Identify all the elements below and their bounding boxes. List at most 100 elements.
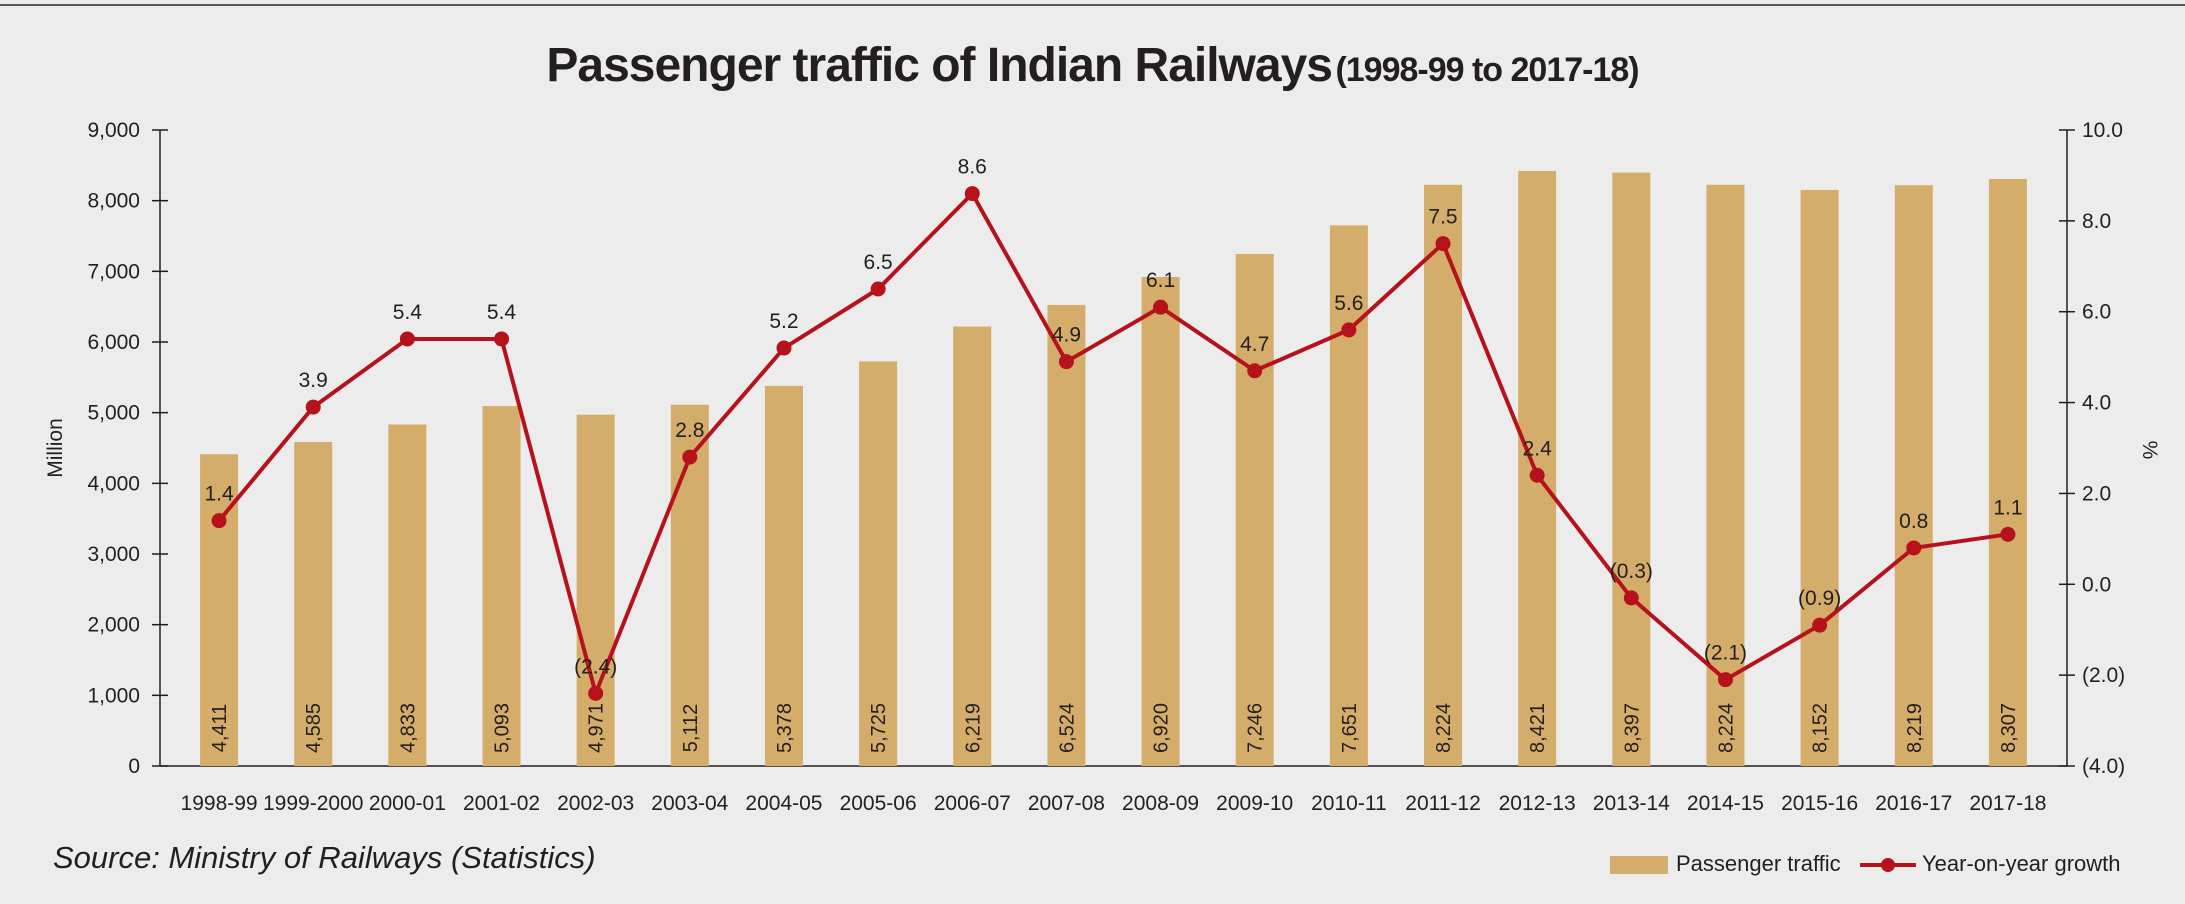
y-left-tick-label: 3,000 [87,543,140,566]
growth-point [682,449,698,465]
x-tick-label: 2008-09 [1122,792,1199,815]
growth-point [1812,617,1828,633]
bar [859,361,898,766]
growth-value-label: 1.4 [204,483,234,506]
y-left-tick-label: 4,000 [87,472,140,495]
x-tick-label: 2012-13 [1499,792,1576,815]
bar-value-label: 8,397 [1621,703,1643,753]
growth-point [494,331,510,347]
x-tick-label: 2011-12 [1405,792,1481,815]
y-right-tick-label: 10.0 [2082,119,2123,142]
y-axis-right-title: % [2138,441,2161,460]
growth-point [1247,363,1263,379]
bar [1141,276,1180,766]
x-tick-label: 2010-11 [1311,792,1387,815]
bar [1424,184,1463,766]
growth-point [1529,467,1545,483]
bar [1800,189,1839,766]
x-tick-label: 2013-14 [1593,792,1670,815]
bar-value-label: 8,224 [1715,703,1737,753]
bar [388,424,427,766]
growth-value-label: 5.6 [1334,292,1363,315]
chart-title-subtitle: (1998-99 to 2017-18) [1335,51,1639,89]
y-right-tick-label: 0.0 [2082,573,2111,596]
y-left-tick-label: 9,000 [87,119,140,142]
bar-value-label: 4,585 [303,703,325,753]
bar [1612,172,1651,766]
growth-value-label: 2.4 [1523,437,1553,460]
growth-point [870,281,886,297]
growth-value-label: 3.9 [299,369,328,392]
x-tick-label: 2001-02 [463,792,540,815]
growth-value-label: (0.3) [1610,560,1653,583]
x-tick-label: 2009-10 [1216,792,1293,815]
growth-value-label: 5.4 [393,301,423,324]
growth-line [217,191,2009,696]
growth-value-label: 6.1 [1146,269,1175,292]
bar [1235,253,1274,766]
bar-value-label: 8,421 [1527,703,1549,753]
x-tick-label: 2004-05 [745,792,822,815]
growth-point [305,399,321,415]
x-tick-label: 2015-16 [1781,792,1858,815]
growth-value-label: 6.5 [864,251,893,274]
bar [294,441,333,766]
legend-bar-swatch [1610,856,1668,874]
y-left-tick-label: 2,000 [87,614,140,637]
growth-point [964,186,980,202]
bar [482,406,521,766]
bar-value-label: 6,524 [1056,703,1078,753]
y-left-tick-label: 6,000 [87,331,140,354]
growth-point [1058,354,1074,370]
y-axis-left-title: Million [44,418,67,478]
bar [1329,225,1368,766]
y-left-tick-label: 5,000 [87,402,140,425]
growth-value-label: 5.2 [769,310,798,333]
bar-value-label: 5,093 [492,703,514,753]
y-left-tick-label: 0 [128,755,140,778]
growth-point [211,513,227,529]
growth-point [2000,526,2016,542]
bar-value-label: 5,378 [774,703,796,753]
growth-point [588,685,604,701]
bar-value-label: 8,219 [1904,703,1926,753]
growth-value-label: 5.4 [487,301,517,324]
bar-value-label: 5,725 [868,703,890,753]
bar-value-label: 6,219 [962,703,984,753]
growth-point [1435,236,1451,252]
y-left-tick-label: 1,000 [87,684,140,707]
x-tick-label: 2006-07 [934,792,1011,815]
y-right-tick-label: 2.0 [2082,482,2111,505]
growth-point [1341,322,1357,338]
x-tick-label: 2007-08 [1028,792,1105,815]
growth-value-label: 7.5 [1428,206,1457,229]
y-left-tick-label: 7,000 [87,260,140,283]
bar [1894,185,1933,766]
bar-value-label: 4,411 [209,704,231,753]
x-tick-label: 1998-99 [181,792,258,815]
bar [670,404,709,766]
y-right-tick-label: (4.0) [2082,755,2125,778]
y-right-tick-label: 6.0 [2082,301,2111,324]
bar-value-label: 8,152 [1810,703,1832,753]
bar-value-label: 8,307 [1998,703,2020,753]
growth-value-label: (0.9) [1798,587,1841,610]
growth-point [776,340,792,356]
top-rule [0,4,2185,6]
bar-value-label: 7,651 [1339,703,1361,753]
bar-value-label: 4,833 [397,703,419,753]
bar [576,414,615,766]
y-left-tick-label: 8,000 [87,190,140,213]
bar [764,385,803,766]
y-right-tick-label: 4.0 [2082,392,2111,415]
growth-point [1717,672,1733,688]
bar-value-label: 8,224 [1433,703,1455,753]
x-tick-label: 2005-06 [840,792,917,815]
bar-value-label: 7,246 [1245,703,1267,753]
x-tick-label: 2003-04 [651,792,728,815]
x-tick-label: 2000-01 [369,792,446,815]
x-tick-label: 2014-15 [1687,792,1764,815]
growth-point [1623,590,1639,606]
y-right-tick-label: (2.0) [2082,664,2125,687]
